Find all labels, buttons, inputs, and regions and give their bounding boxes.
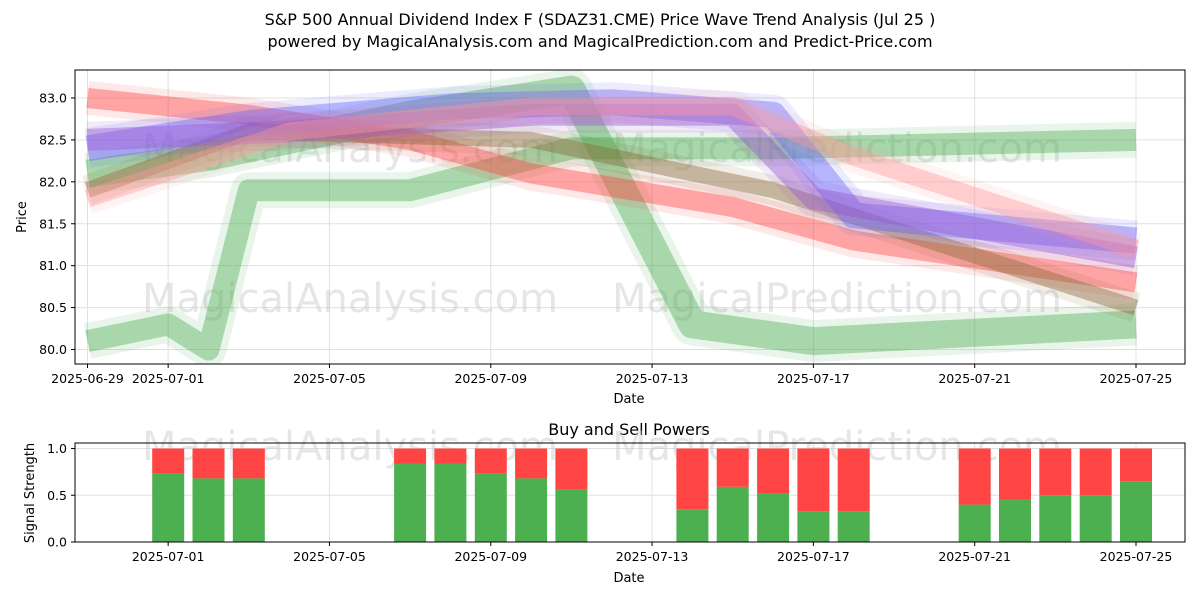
buy-power-bar [232, 478, 265, 542]
sell-power-bar [676, 448, 709, 510]
top-x-axis: 2025-06-29 2025-07-01 2025-07-05 2025-07-09… [51, 364, 1172, 386]
buy-power-bar [1120, 481, 1152, 542]
top-y-tick-label: 81.5 [39, 216, 67, 231]
sell-power-bar [1079, 448, 1112, 496]
top-y-tick-label: 80.5 [39, 300, 67, 315]
buy-power-bar [757, 493, 790, 542]
top-y-tick-label: 82.5 [39, 132, 67, 147]
top-x-tick-label: 2025-07-25 [1100, 371, 1173, 386]
sell-power-bar [394, 448, 427, 464]
buy-power-bar [958, 504, 991, 542]
top-x-tick-label: 2025-07-17 [777, 371, 850, 386]
watermark-analysis: MagicalAnalysis.com [142, 126, 558, 172]
sell-power-bar [152, 448, 185, 474]
bottom-y-tick-label: 0.0 [47, 535, 67, 550]
top-y-label: Price [15, 201, 30, 233]
wave-band-halo [83, 121, 1137, 364]
sell-power-bar [434, 448, 467, 464]
buy-power-bar [152, 473, 185, 542]
top-y-tick-label: 82.0 [39, 174, 67, 189]
bottom-x-tick-label: 2025-07-25 [1100, 549, 1173, 564]
sell-power-bar [192, 448, 225, 479]
top-y-tick-label: 83.0 [39, 91, 67, 106]
buy-power-bar [515, 478, 548, 542]
buy-power-bar [555, 489, 588, 542]
top-grid [75, 70, 1185, 364]
bottom-y-tick-label: 1.0 [47, 441, 67, 456]
top-y-tick-label: 81.0 [39, 258, 67, 273]
sell-power-bar [797, 448, 830, 512]
top-x-tick-label: 2025-07-21 [938, 371, 1011, 386]
bottom-x-axis: 2025-07-01 2025-07-05 2025-07-09 2025-07-13… [132, 542, 1173, 564]
sell-power-bar [716, 448, 749, 487]
buy-power-bar [797, 511, 830, 542]
wave-band-halo [84, 82, 1138, 261]
wave-band-green [85, 75, 1137, 356]
wave-band-blue [85, 89, 1138, 254]
buy-power-bar [434, 463, 467, 542]
buy-power-bar [1079, 495, 1112, 543]
buy-power-bar [999, 499, 1031, 542]
top-x-tick-label: 2025-07-09 [454, 371, 527, 386]
top-x-tick-label: 2025-07-01 [132, 371, 205, 386]
top-x-tick-label: 2025-07-05 [293, 371, 366, 386]
bottom-x-tick-label: 2025-07-01 [132, 549, 205, 564]
sell-power-bar [474, 448, 507, 474]
sell-power-bar [232, 448, 265, 479]
chart-subtitle: powered by MagicalAnalysis.com and Magic… [267, 32, 932, 51]
top-y-tick-label: 80.0 [39, 342, 67, 357]
bottom-x-tick-label: 2025-07-21 [938, 549, 1011, 564]
bottom-y-label: Signal Strength [23, 443, 38, 543]
wave-band-halo [86, 96, 1140, 276]
sell-power-bar [1120, 448, 1152, 482]
bottom-plot-frame [74, 442, 1186, 543]
bottom-x-tick-label: 2025-07-13 [616, 549, 689, 564]
watermark-analysis-2: MagicalAnalysis.com [142, 276, 558, 322]
watermark-prediction-2: MagicalPrediction.com [612, 276, 1062, 322]
sell-power-bar [837, 448, 870, 512]
wave-band-halo [85, 81, 1139, 300]
bottom-x-tick-label: 2025-07-17 [777, 549, 850, 564]
chart-title: S&P 500 Annual Dividend Index F (SDAZ31.… [265, 10, 936, 29]
signal-bars [152, 448, 1152, 543]
sell-power-bar [757, 448, 790, 494]
wave-band-pink [84, 97, 1139, 258]
top-plot-frame [74, 69, 1186, 365]
buy-power-bar [676, 509, 709, 542]
bottom-y-tick-label: 0.5 [47, 488, 67, 503]
sell-power-bar [1039, 448, 1072, 496]
sell-power-bar [555, 448, 588, 490]
top-x-label: Date [613, 392, 644, 407]
top-x-tick-label: 2025-06-29 [51, 371, 124, 386]
buy-power-bar [1039, 495, 1072, 543]
buy-power-bar [474, 473, 507, 542]
wave-band-halo [82, 116, 1141, 322]
sell-power-bar [999, 448, 1031, 500]
wave-band-purple [87, 103, 1138, 269]
bottom-x-tick-label: 2025-07-09 [454, 549, 527, 564]
wave-band-halo [82, 90, 1141, 265]
top-y-axis: 80.0 80.5 81.0 81.5 82.0 82.5 83.0 [39, 91, 75, 357]
watermark-prediction: MagicalPrediction.com [612, 126, 1062, 172]
bottom-x-tick-label: 2025-07-05 [293, 549, 366, 564]
sell-power-bar [958, 448, 991, 505]
top-watermark: MagicalAnalysis.com MagicalPrediction.co… [142, 126, 1062, 322]
bottom-x-label: Date [613, 571, 644, 586]
wave-band-halo [84, 70, 1138, 363]
wave-bands [82, 70, 1141, 364]
sell-power-bar [515, 448, 548, 479]
wave-band-red [86, 88, 1138, 293]
buy-power-bar [837, 511, 870, 542]
buy-power-bar [716, 486, 749, 542]
bottom-chart-title: Buy and Sell Powers [548, 420, 710, 439]
top-x-tick-label: 2025-07-13 [616, 371, 689, 386]
buy-power-bar [394, 463, 427, 542]
bottom-y-axis: 0.0 0.5 1.0 [47, 441, 75, 550]
wave-band-green [85, 128, 1137, 361]
buy-power-bar [192, 478, 225, 542]
wave-band-brown [84, 123, 1139, 316]
